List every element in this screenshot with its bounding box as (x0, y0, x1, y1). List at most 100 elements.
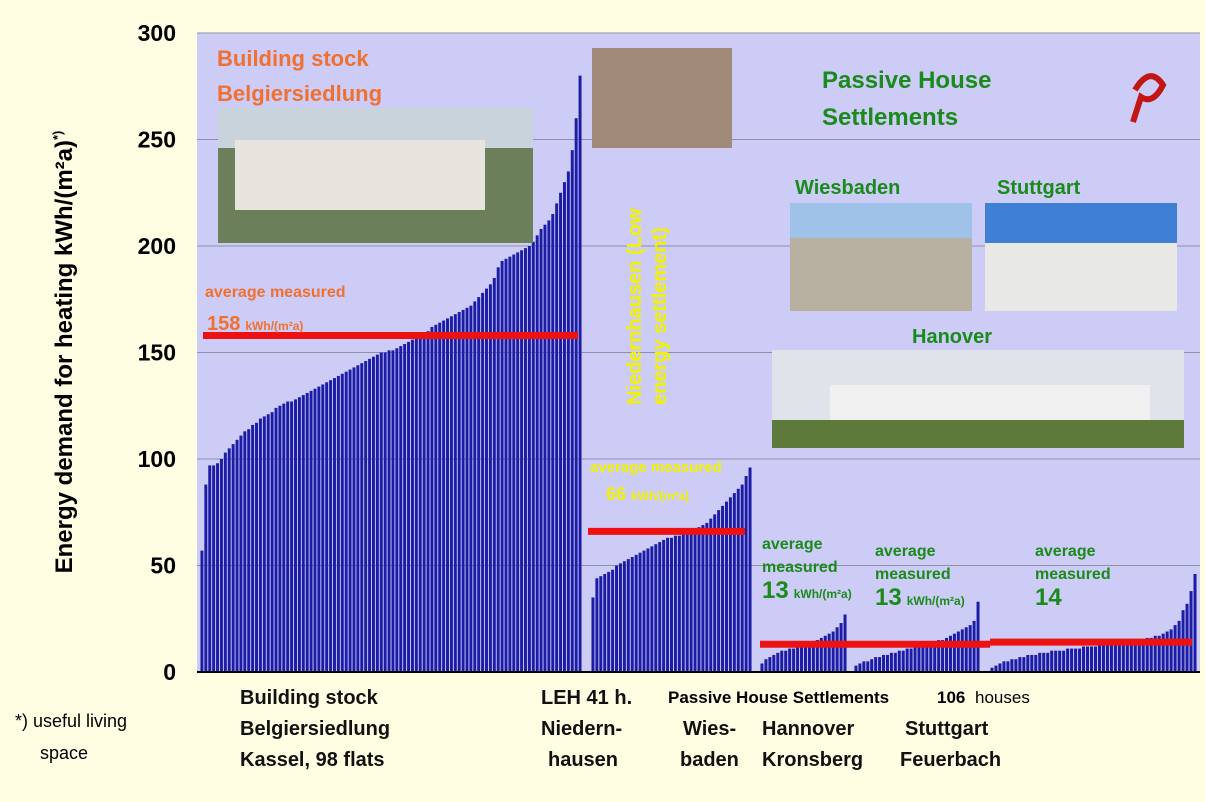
bar (1133, 640, 1137, 672)
bar (732, 493, 736, 672)
bar (410, 339, 414, 672)
bar (414, 337, 418, 672)
bar (461, 309, 465, 672)
bar (929, 642, 933, 672)
bar (870, 659, 874, 672)
photo-building (830, 385, 1150, 420)
x-label: Niedern- (541, 718, 622, 740)
photos (218, 48, 1184, 448)
bar (893, 652, 897, 672)
bar (622, 561, 626, 672)
bar (1034, 654, 1038, 672)
bar (1101, 644, 1105, 672)
bar (457, 312, 461, 672)
y-tick-label: 150 (138, 340, 176, 366)
bar (446, 318, 450, 672)
bar (1161, 633, 1165, 672)
bar (1093, 646, 1098, 672)
bar (976, 601, 980, 672)
bar (1117, 642, 1121, 672)
bar (453, 314, 457, 672)
bar (496, 267, 500, 672)
bar (356, 365, 360, 672)
bar (681, 533, 685, 672)
bar (266, 414, 270, 672)
bar (721, 505, 725, 672)
bar (562, 182, 566, 672)
bar (768, 657, 772, 672)
bar (998, 663, 1002, 672)
x-label: Hannover (762, 718, 854, 740)
bar (523, 248, 527, 672)
x-label: Wies- (683, 718, 736, 740)
bar (1018, 657, 1022, 672)
bar (348, 369, 352, 672)
bar (882, 654, 886, 672)
bar (219, 459, 223, 672)
average-label: average measured (205, 284, 346, 301)
bar (1010, 659, 1014, 672)
bar (535, 235, 539, 672)
bar (796, 646, 800, 672)
bar (500, 260, 504, 672)
bar (278, 405, 282, 672)
footnote: *) useful living (15, 711, 127, 731)
bar (282, 403, 286, 672)
bar (313, 388, 317, 672)
bar (815, 640, 819, 672)
bar (964, 627, 968, 672)
x-label: Passive House Settlements (668, 688, 889, 707)
bar (866, 661, 870, 672)
bar (764, 659, 768, 672)
bar (286, 401, 290, 672)
bar (1157, 635, 1161, 672)
bar (709, 518, 713, 672)
bar (823, 635, 827, 672)
bar (559, 192, 563, 672)
bar (340, 373, 344, 672)
average-value: 13 (875, 584, 902, 611)
bar (1113, 644, 1117, 672)
bar (728, 497, 732, 672)
bar (921, 644, 925, 672)
x-label: baden (680, 749, 739, 771)
bar (465, 307, 469, 672)
x-label: Kronsberg (762, 749, 863, 771)
bar (638, 552, 642, 672)
bar (239, 435, 243, 672)
logo (1130, 73, 1167, 123)
bar (803, 644, 807, 672)
bar (1022, 657, 1026, 672)
bar (488, 284, 492, 672)
bar (301, 395, 305, 672)
bar (469, 305, 473, 672)
bar (634, 554, 638, 672)
bar (913, 646, 917, 672)
photo-sky (985, 203, 1177, 243)
x-label: hausen (548, 749, 618, 771)
bar (1002, 661, 1006, 672)
annotation: Building stock (217, 46, 369, 71)
bar (473, 301, 477, 672)
bar (889, 652, 893, 672)
bar (1089, 646, 1094, 672)
annotation: Passive House (822, 67, 991, 94)
bar (418, 335, 422, 672)
bar (666, 537, 670, 672)
bar (658, 542, 662, 672)
bars (200, 75, 1197, 673)
bar (615, 565, 619, 672)
bar (1082, 646, 1086, 672)
bar (387, 350, 391, 672)
bar (223, 452, 227, 672)
bar (673, 535, 677, 672)
bar (336, 375, 340, 672)
bar (547, 220, 551, 672)
bar (383, 352, 387, 672)
bar (642, 550, 646, 672)
photo-grass (772, 420, 1184, 448)
bar (477, 297, 481, 672)
bar (1165, 631, 1169, 672)
bar (485, 288, 488, 672)
bar (1006, 661, 1010, 672)
